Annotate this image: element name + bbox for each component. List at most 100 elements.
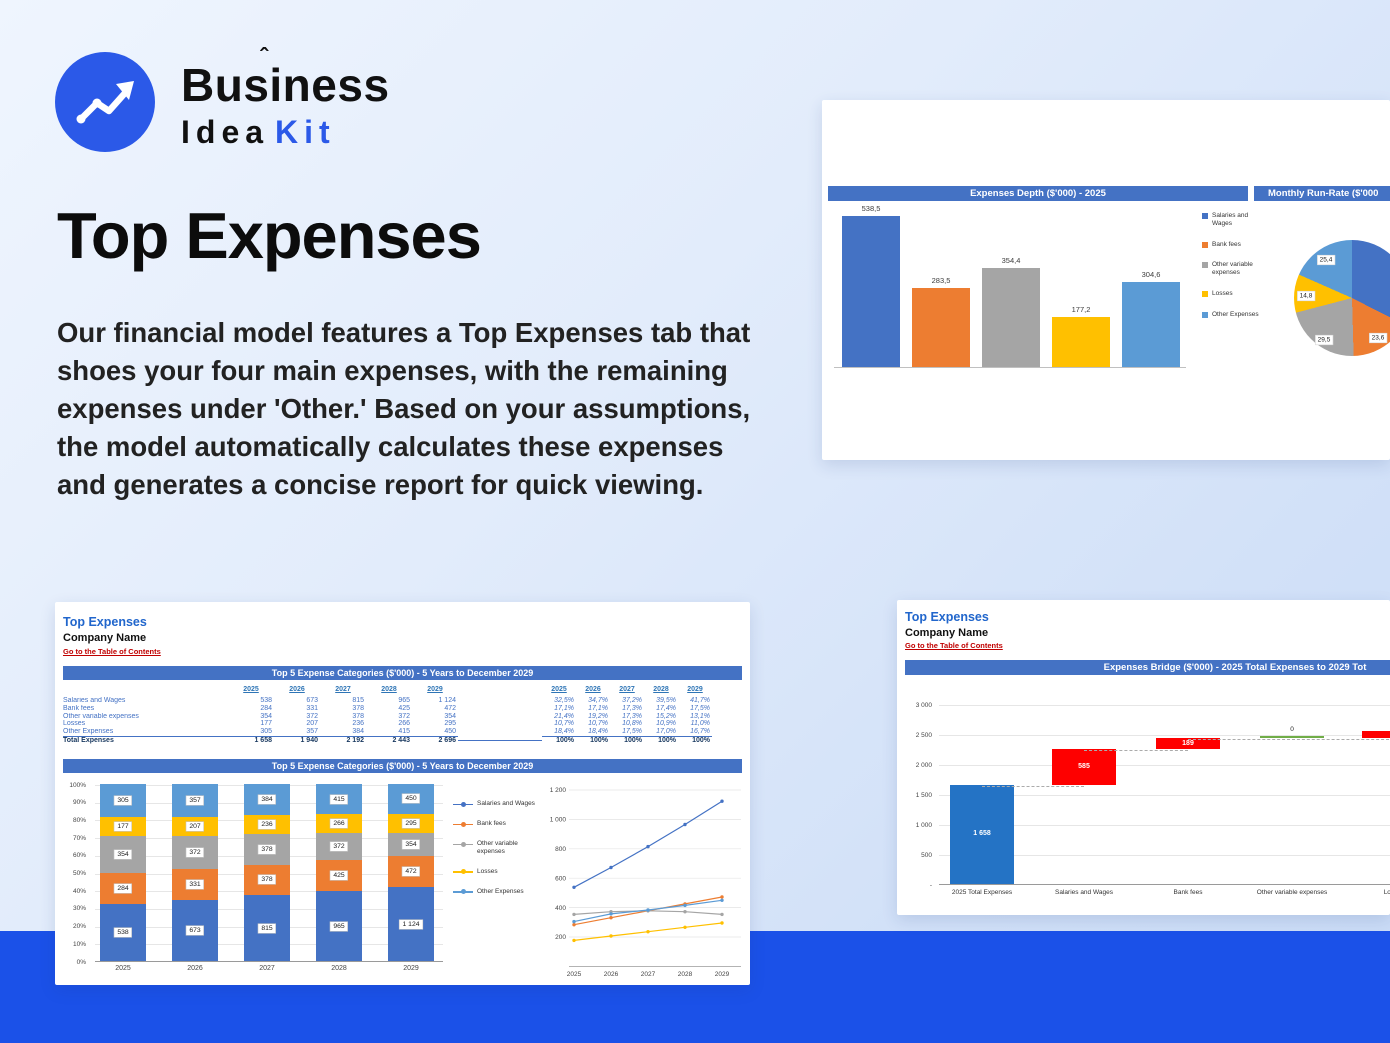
table-row: Other Expenses 305 357 384 415 450 18,4% 18,4% 1…: [63, 728, 742, 736]
y-axis-tick: 100%: [69, 781, 86, 789]
table-row-value: 354: [260, 712, 272, 720]
table-of-contents-link[interactable]: Go to the Table of Contents: [905, 641, 1003, 650]
segment-value-label: 177: [114, 821, 132, 831]
legend-label: Other Expenses: [1212, 310, 1259, 318]
sheet-title: Top Expenses: [63, 615, 147, 629]
year-header: 2028: [381, 686, 397, 693]
bar-value-label: 0: [1290, 726, 1294, 734]
legend-swatch: [1202, 213, 1208, 219]
table-total-row-value: 1 658: [228, 736, 274, 745]
legend-label: Salaries and Wages: [1212, 212, 1249, 227]
legend-swatch: [1202, 241, 1208, 248]
table-row-value: 207: [306, 720, 318, 728]
table-row: Other variable expenses 354 372 378 372 354 21…: [63, 713, 742, 721]
table-row-value: 538: [260, 697, 272, 704]
brand-header[interactable]: Business ˆ Idea Kit: [55, 44, 390, 152]
legend-dot: [461, 889, 466, 895]
table-row-value: 372: [398, 712, 410, 720]
pie-slice-label: 29,5: [1315, 335, 1333, 345]
svg-text:1 000: 1 000: [550, 817, 567, 824]
table-total-row-pct: 100%: [576, 736, 610, 745]
legend-line-marker: [453, 840, 473, 848]
y-axis-tick: 2 500: [915, 731, 932, 739]
expense-chart-legend: Salaries and Wages Bank fees Other variabl…: [453, 800, 541, 908]
y-axis-tick: 1 500: [915, 791, 932, 799]
table-row-value: 425: [398, 704, 410, 712]
table-total-row: Total Expenses 1 658 1 940 2 192 2 443 2 696 1…: [63, 736, 742, 745]
table-row-label: Salaries and Wages: [63, 697, 126, 704]
table-row-value: 266: [398, 720, 410, 728]
svg-text:2025: 2025: [567, 971, 582, 978]
legend-item: Other variable expenses: [1202, 261, 1290, 277]
year-header: 2025: [551, 686, 567, 693]
x-axis-label: 2025 Total Expenses: [951, 889, 1013, 896]
table-row-pct: 10,7%: [554, 720, 574, 728]
screenshot-top5-expense-categories: Top Expenses Company Name Go to the Tabl…: [55, 602, 750, 985]
legend-line-marker: [453, 868, 473, 876]
table-row-pct: 10,7%: [588, 720, 608, 728]
table-row-value: 450: [444, 728, 456, 736]
legend-item: Salaries and Wages: [453, 800, 541, 808]
table-total-row-pct: 100%: [678, 736, 712, 745]
y-axis-tick: 1 000: [915, 821, 932, 829]
bridge-chart-y-axis: 3 000 2 500 2 000 1 500 1 000 500 -: [899, 701, 935, 889]
table-total-row-label: Total Expenses: [63, 736, 228, 745]
stacked-bar-chart: 538 284 354 177 305 2025 673 331 372 207 357 2026 81…: [95, 784, 443, 972]
table-row-pct: 17,1%: [554, 704, 574, 712]
table-row-value: 965: [398, 697, 410, 704]
depth-bar: [842, 216, 900, 367]
legend-label: Other variable expenses: [477, 840, 518, 855]
y-axis-tick: 30%: [72, 905, 86, 913]
segment-value-label: 415: [330, 794, 348, 804]
segment-value-label: 372: [186, 847, 204, 857]
table-row-pct: 32,5%: [554, 697, 574, 704]
brand-idea: Idea: [181, 114, 270, 150]
table-row-value: 384: [352, 728, 364, 736]
y-axis-tick: 70%: [72, 834, 86, 842]
year-header-row: 2025 2026 2027 2028 2029 2025 2026 2027 2028 2029: [63, 686, 742, 694]
brand-logo-icon: [55, 52, 155, 152]
table-row-pct: 16,7%: [690, 728, 710, 736]
company-name: Company Name: [63, 632, 147, 644]
connector-line: [982, 785, 1084, 787]
table-row-value: 815: [352, 697, 364, 704]
legend-item: Other Expenses: [1202, 311, 1290, 319]
table-row-pct: 18,4%: [588, 728, 608, 736]
runrate-pie-labels: 23,6 29,5 14,8 25,4: [1294, 240, 1390, 356]
year-header: 2028: [653, 686, 669, 693]
table-row-pct: 17,5%: [622, 728, 642, 736]
y-axis-tick: -: [929, 881, 932, 889]
bar-value-label: 189: [1182, 739, 1194, 747]
table-row-label: Other Expenses: [63, 728, 114, 736]
table-row-label: Other variable expenses: [63, 712, 139, 720]
year-header: 2025: [243, 686, 259, 693]
legend-label: Other variable expenses: [1212, 261, 1253, 277]
table-total-row-value: 2 192: [320, 736, 366, 745]
legend-swatch: [1202, 290, 1208, 297]
table-of-contents-link[interactable]: Go to the Table of Contents: [63, 647, 161, 656]
table-row-value: 354: [444, 712, 456, 720]
gridline: [939, 765, 1390, 766]
y-axis-tick: 2 000: [915, 761, 932, 769]
segment-value-label: 354: [402, 840, 420, 850]
page-title: Top Expenses: [57, 199, 482, 272]
bridge-chart-header: Expenses Bridge ($'000) - 2025 Total Exp…: [905, 660, 1390, 675]
pie-slice-label: 14,8: [1297, 291, 1315, 301]
table-row-label: Bank fees: [63, 704, 95, 712]
table-row-value: 357: [306, 728, 318, 736]
table-total-row-pct: 100%: [644, 736, 678, 745]
year-header: 2026: [289, 686, 305, 693]
waterfall-bar: [1052, 749, 1116, 785]
gridline: [939, 855, 1390, 856]
y-axis-tick: 3 000: [915, 701, 932, 709]
table-row: Losses 177 207 236 266 295 10,7% 10,7% 10,8% 10,9…: [63, 720, 742, 728]
svg-text:2028: 2028: [678, 971, 693, 978]
brand-name: Business: [181, 59, 390, 111]
x-axis-label: 2025: [115, 965, 131, 972]
legend-item: Bank fees: [1202, 241, 1290, 249]
bar-value-label: 1 658: [973, 830, 991, 838]
segment-value-label: 673: [186, 925, 204, 935]
legend-line-marker: [453, 888, 473, 896]
x-axis-label: 2029: [403, 965, 419, 972]
